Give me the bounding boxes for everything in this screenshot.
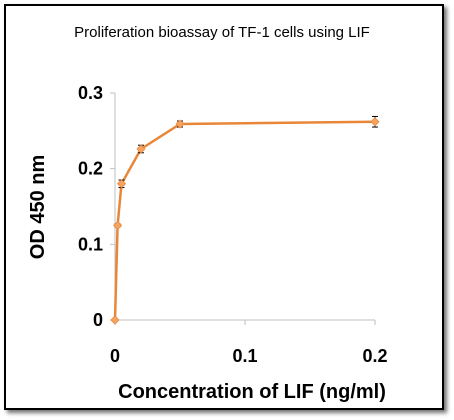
x-tick-label: 0 bbox=[110, 346, 120, 366]
y-tick-label: 0.3 bbox=[78, 83, 103, 103]
data-point bbox=[110, 315, 120, 325]
data-point bbox=[370, 117, 380, 127]
chart-frame bbox=[4, 4, 444, 410]
x-tick-label: 0.2 bbox=[362, 346, 387, 366]
x-axis-label: Concentration of LIF (ng/ml) bbox=[118, 381, 386, 403]
data-point bbox=[136, 144, 146, 154]
y-axis-label: OD 450 nm bbox=[27, 155, 49, 259]
y-tick-label: 0.2 bbox=[78, 159, 103, 179]
data-point bbox=[175, 119, 185, 129]
y-tick-label: 0 bbox=[93, 310, 103, 330]
x-tick-label: 0.1 bbox=[232, 346, 257, 366]
chart-title: Proliferation bioassay of TF-1 cells usi… bbox=[74, 24, 370, 41]
data-point bbox=[116, 179, 127, 189]
data-point bbox=[113, 220, 123, 230]
plot-area: 0 0.1 0.2 0.3 0 0.1 0.2 bbox=[78, 83, 388, 366]
series-line bbox=[113, 120, 376, 321]
y-tick-label: 0.1 bbox=[78, 234, 103, 254]
